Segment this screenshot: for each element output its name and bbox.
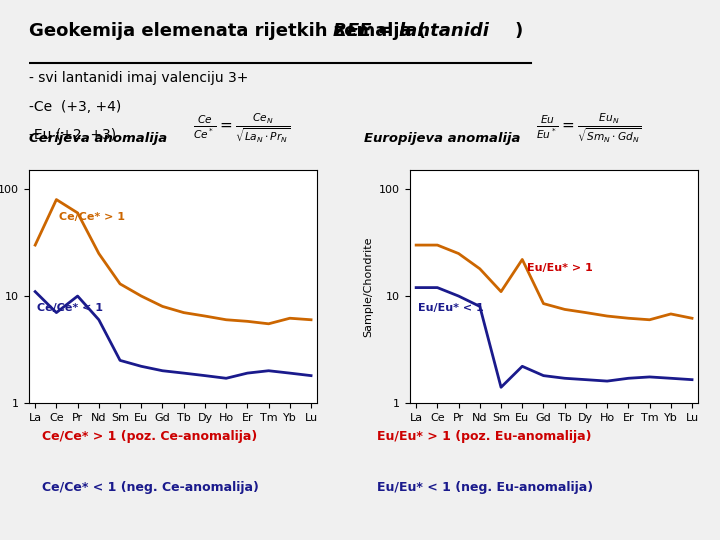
Text: $\frac{Ce}{Ce^*} = \frac{Ce_N}{\sqrt{La_N \cdot Pr_N}}$: $\frac{Ce}{Ce^*} = \frac{Ce_N}{\sqrt{La_… <box>193 112 290 145</box>
Text: Cerijeva anomalija: Cerijeva anomalija <box>29 132 167 145</box>
Text: -Ce  (+3, +4): -Ce (+3, +4) <box>29 100 121 114</box>
Text: REE = lantanidi: REE = lantanidi <box>333 22 490 39</box>
Text: Eu/Eu* > 1 (poz. Eu-anomalija): Eu/Eu* > 1 (poz. Eu-anomalija) <box>377 430 592 443</box>
Text: Ce/Ce* < 1 (neg. Ce-anomalija): Ce/Ce* < 1 (neg. Ce-anomalija) <box>42 481 259 494</box>
Text: Eu/Eu* > 1: Eu/Eu* > 1 <box>526 264 593 273</box>
Text: Eu/Eu* < 1: Eu/Eu* < 1 <box>418 303 484 313</box>
Text: Eu/Eu* < 1 (neg. Eu-anomalija): Eu/Eu* < 1 (neg. Eu-anomalija) <box>377 481 593 494</box>
Text: - svi lantanidi imaj valenciju 3+: - svi lantanidi imaj valenciju 3+ <box>29 71 248 85</box>
Y-axis label: Sample/Chondrite: Sample/Chondrite <box>364 237 374 337</box>
Text: Europijeva anomalija: Europijeva anomalija <box>364 132 520 145</box>
Text: $\frac{Eu}{Eu^*} = \frac{Eu_N}{\sqrt{Sm_N \cdot Gd_N}}$: $\frac{Eu}{Eu^*} = \frac{Eu_N}{\sqrt{Sm_… <box>536 112 642 145</box>
Text: Ce/Ce* > 1 (poz. Ce-anomalija): Ce/Ce* > 1 (poz. Ce-anomalija) <box>42 430 258 443</box>
Text: Geokemija elemenata rijetkih zemalja (: Geokemija elemenata rijetkih zemalja ( <box>29 22 426 39</box>
Text: -Eu (+2, +3): -Eu (+2, +3) <box>29 129 116 143</box>
Text: ): ) <box>514 22 523 39</box>
Text: Ce/Ce* < 1: Ce/Ce* < 1 <box>37 303 103 313</box>
Text: Ce/Ce* > 1: Ce/Ce* > 1 <box>58 212 125 221</box>
